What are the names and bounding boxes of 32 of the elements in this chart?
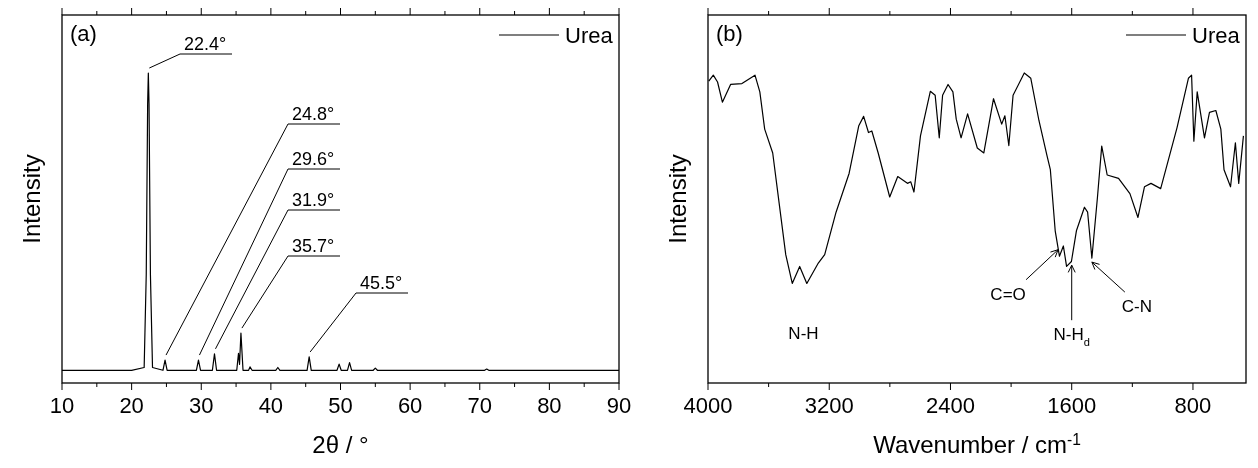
x-axis-title: 2θ / °: [312, 431, 369, 458]
annotation: 31.9°: [292, 190, 335, 210]
x-tick-label: 2400: [926, 393, 975, 418]
x-tick-label: 800: [1174, 393, 1212, 418]
x-tick-label: 50: [328, 393, 353, 418]
annotation: 35.7°: [292, 236, 335, 256]
annotation: C-N: [1121, 297, 1152, 317]
legend-label: Urea: [565, 23, 614, 48]
annotation: 22.4°: [184, 34, 227, 54]
x-tick-label: 70: [467, 393, 492, 418]
annotation: 45.5°: [360, 273, 403, 293]
annotation: 29.6°: [292, 149, 335, 169]
annotation: 24.8°: [292, 104, 335, 124]
x-tick-label: 90: [606, 393, 632, 418]
x-axis-title: Wavenumber / cm$^{-1}$: [873, 430, 1081, 458]
y-axis-title: Intensity: [664, 154, 691, 244]
x-tick-label: 60: [397, 393, 423, 418]
chart-title: (b): [716, 21, 743, 46]
x-tick-label: 30: [189, 393, 214, 418]
annotation: N-H: [788, 323, 819, 343]
legend-label: Urea: [1192, 23, 1241, 48]
y-axis-title: Intensity: [18, 154, 45, 244]
x-tick-label: 10: [49, 393, 75, 418]
chart-title: (a): [70, 21, 97, 46]
x-tick-label: 4000: [683, 393, 733, 418]
x-tick-label: 20: [119, 393, 144, 418]
annotation: C=O: [990, 284, 1026, 304]
annotation: N-H$_{d}$: [1053, 325, 1090, 349]
x-tick-label: 80: [537, 393, 562, 418]
x-tick-label: 3200: [804, 393, 854, 418]
x-tick-label: 1600: [1047, 393, 1097, 418]
x-tick-label: 40: [258, 393, 284, 418]
